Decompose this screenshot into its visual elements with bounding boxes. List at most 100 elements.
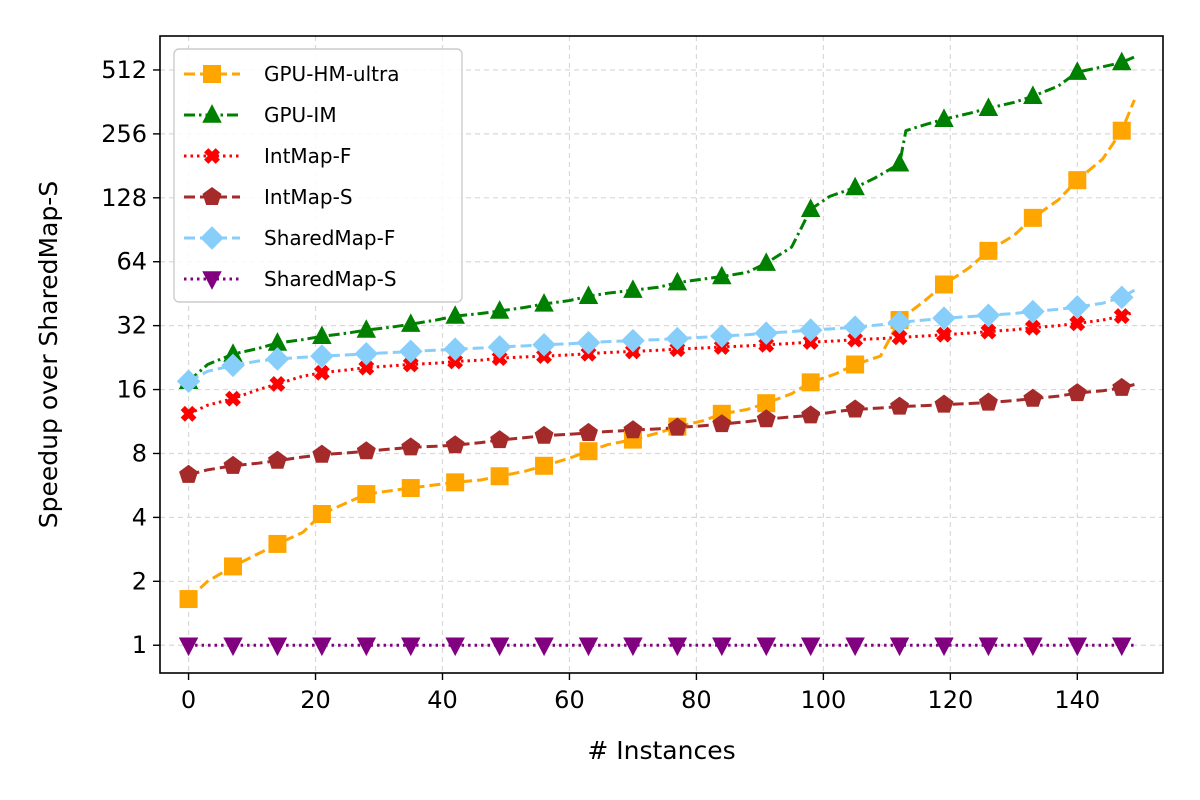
marker-intmap-s	[534, 425, 554, 444]
marker-intmap-f	[1069, 315, 1086, 332]
marker-sharedmap-f	[798, 318, 823, 342]
marker-sharedmap-s	[356, 637, 377, 657]
marker-gpu-im	[578, 285, 599, 304]
marker-sharedmap-s	[400, 637, 421, 657]
marker-sharedmap-s	[934, 637, 954, 657]
marker-intmap-s	[401, 437, 421, 456]
marker-intmap-s	[579, 422, 598, 441]
plot-frame	[159, 35, 1164, 674]
marker-gpu-im	[534, 293, 554, 312]
legend: GPU-HM-ultra GPU-IM IntMap-F IntMap-S Shared…	[173, 48, 463, 303]
marker-intmap-f	[1024, 319, 1041, 336]
marker-sharedmap-s	[312, 637, 332, 657]
legend-label-sharedmap-f: SharedMap-F	[264, 226, 395, 250]
marker-gpu-im	[800, 198, 821, 218]
marker-gpu-im	[312, 325, 332, 345]
marker-gpu-im	[756, 252, 776, 271]
marker-intmap-s	[801, 405, 821, 424]
marker-gpu-hm-ultra	[1023, 208, 1042, 227]
x-tick-label: 0	[181, 686, 196, 714]
y-tick-label: 2	[132, 567, 147, 595]
marker-sharedmap-s	[1067, 637, 1088, 657]
marker-sharedmap-f	[487, 335, 512, 359]
marker-sharedmap-s	[489, 637, 510, 657]
marker-gpu-hm-ultra	[757, 394, 776, 413]
series-markers-gpu-im	[178, 51, 1132, 390]
marker-gpu-hm-ultra	[579, 442, 598, 461]
marker-intmap-s	[267, 450, 287, 469]
marker-sharedmap-s	[534, 637, 554, 657]
marker-sharedmap-f	[1065, 295, 1090, 319]
legend-marker-sharedmap-s	[202, 271, 222, 290]
marker-sharedmap-f	[754, 321, 779, 345]
marker-sharedmap-f	[310, 344, 334, 368]
marker-gpu-hm-ultra	[1068, 171, 1087, 190]
y-tick-label: 64	[116, 248, 147, 276]
marker-sharedmap-f	[665, 326, 690, 351]
legend-entry-gpu-im: GPU-IM	[184, 103, 337, 127]
x-tick-label: 80	[681, 686, 712, 714]
marker-gpu-hm-ultra	[535, 456, 554, 475]
legend-marker-gpu-hm-ultra	[203, 65, 221, 83]
marker-gpu-im	[1067, 61, 1088, 80]
marker-sharedmap-s	[623, 637, 643, 657]
series-line-gpu-hm-ultra	[187, 99, 1136, 601]
marker-sharedmap-s	[756, 637, 776, 657]
marker-sharedmap-s	[800, 637, 821, 657]
marker-sharedmap-s	[1023, 637, 1043, 657]
marker-gpu-hm-ultra	[357, 485, 376, 504]
marker-intmap-s	[890, 396, 910, 415]
marker-sharedmap-f	[887, 310, 912, 335]
series-markers	[176, 51, 1134, 657]
x-tick-label: 140	[1054, 686, 1100, 714]
series-markers-sharedmap-s	[178, 637, 1132, 657]
marker-intmap-s	[356, 441, 376, 460]
marker-gpu-im	[978, 97, 999, 116]
marker-sharedmap-s	[267, 637, 288, 657]
legend-label-sharedmap-s: SharedMap-S	[264, 267, 397, 291]
marker-sharedmap-f	[932, 306, 956, 330]
marker-intmap-s	[756, 409, 776, 428]
legend-label-gpu-hm-ultra: GPU-HM-ultra	[264, 62, 399, 86]
marker-intmap-s	[712, 414, 732, 433]
marker-gpu-im	[1023, 85, 1043, 104]
marker-gpu-im	[489, 300, 510, 319]
y-tick-label: 256	[101, 120, 147, 148]
y-tick-label: 16	[116, 376, 147, 404]
marker-gpu-hm-ultra	[846, 355, 865, 374]
marker-intmap-s	[667, 417, 687, 436]
marker-gpu-im	[845, 176, 865, 196]
marker-sharedmap-f	[398, 339, 423, 364]
marker-sharedmap-s	[223, 637, 243, 657]
legend-box	[173, 48, 463, 303]
marker-gpu-im	[356, 319, 377, 338]
legend-entry-intmap-f: IntMap-F	[184, 144, 351, 168]
marker-intmap-s	[1112, 377, 1132, 396]
y-axis-ticks: 1 2 4 8 16 32 64 128 256 512	[101, 56, 160, 659]
marker-gpu-hm-ultra	[224, 557, 243, 576]
marker-sharedmap-s	[845, 637, 865, 657]
marker-gpu-im	[667, 271, 688, 291]
legend-entry-intmap-s: IntMap-S	[184, 185, 353, 209]
marker-gpu-im	[934, 108, 954, 127]
marker-sharedmap-s	[1111, 637, 1132, 657]
series-markers-intmap-s	[179, 377, 1132, 483]
marker-intmap-f	[980, 323, 997, 340]
legend-marker-gpu-im	[202, 104, 222, 123]
legend-marker-sharedmap-f	[200, 226, 224, 250]
marker-gpu-hm-ultra	[934, 275, 953, 294]
x-tick-label: 60	[554, 686, 585, 714]
marker-sharedmap-s	[978, 637, 999, 657]
marker-intmap-s	[179, 464, 199, 483]
marker-intmap-s	[623, 420, 643, 439]
series-markers-sharedmap-f	[176, 285, 1134, 394]
x-tick-label: 40	[427, 686, 458, 714]
y-tick-label: 4	[132, 503, 147, 531]
legend-label-intmap-s: IntMap-S	[264, 185, 353, 209]
marker-sharedmap-f	[354, 341, 379, 366]
marker-intmap-f	[225, 390, 241, 407]
marker-intmap-s	[312, 444, 332, 463]
legend-marker-intmap-s	[202, 187, 222, 206]
x-tick-label: 20	[300, 686, 331, 714]
